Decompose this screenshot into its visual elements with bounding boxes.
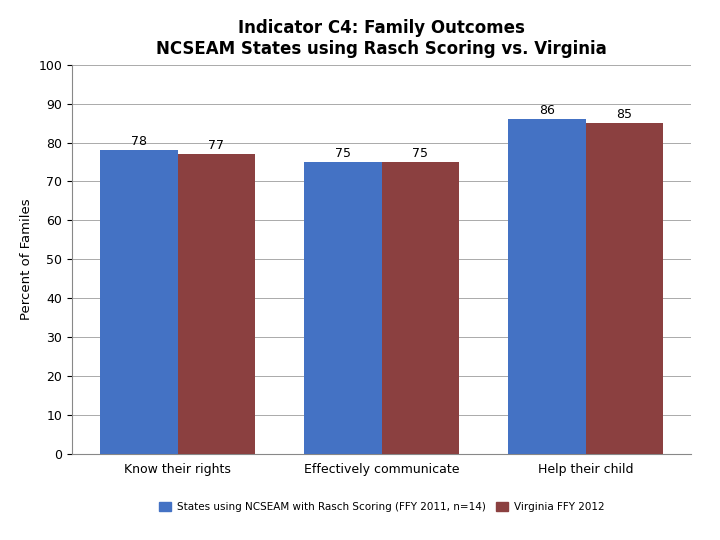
Legend: States using NCSEAM with Rasch Scoring (FFY 2011, n=14), Virginia FFY 2012: States using NCSEAM with Rasch Scoring (… [155, 498, 608, 516]
Bar [100, 150, 178, 454]
Bar [382, 162, 459, 454]
Text: 86: 86 [539, 104, 554, 117]
Text: 75: 75 [413, 147, 428, 160]
Text: 85: 85 [616, 108, 632, 121]
Bar [178, 154, 255, 454]
Text: 78: 78 [131, 136, 147, 148]
Text: 75: 75 [335, 147, 351, 160]
Bar [585, 123, 663, 454]
Text: 77: 77 [208, 139, 225, 152]
Bar [304, 162, 382, 454]
Y-axis label: Percent of Familes: Percent of Familes [20, 198, 33, 320]
Bar [508, 119, 585, 454]
Title: Indicator C4: Family Outcomes
NCSEAM States using Rasch Scoring vs. Virginia: Indicator C4: Family Outcomes NCSEAM Sta… [156, 19, 607, 58]
